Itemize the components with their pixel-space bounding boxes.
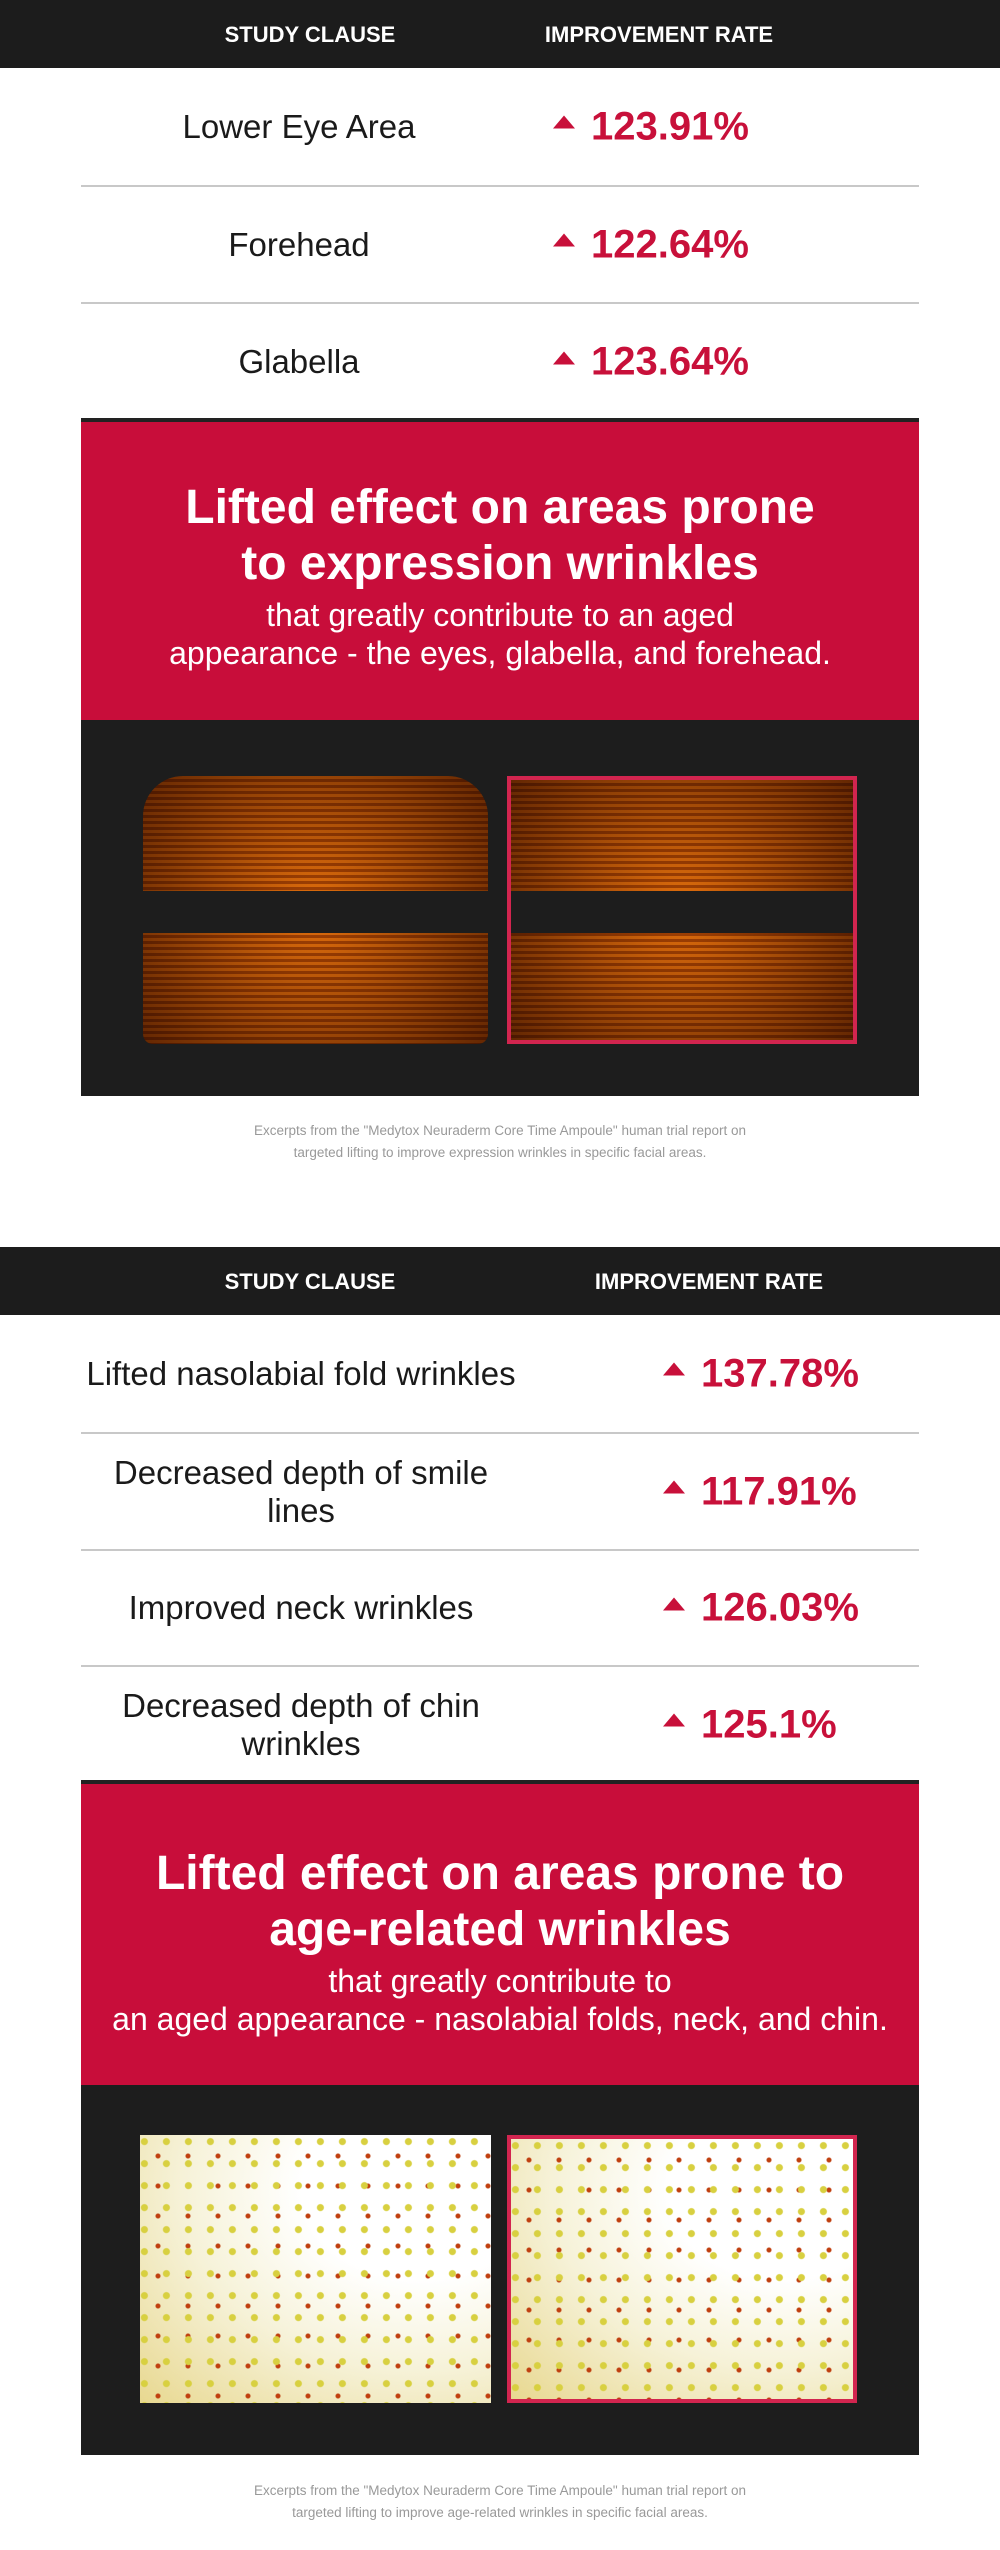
triangle-up-icon <box>553 233 575 247</box>
triangle-up-icon <box>663 1362 685 1376</box>
table-row: Lifted nasolabial fold wrinkles 137.78% <box>81 1315 919 1434</box>
table-row: Forehead 122.64% <box>81 187 919 304</box>
row-value: 122.64% <box>591 222 749 266</box>
triangle-up-icon <box>553 115 575 129</box>
banner-title-line: Lifted effect on areas prone <box>185 481 815 534</box>
table-row: Lower Eye Area 123.91% <box>81 68 919 187</box>
row-label: Forehead <box>228 225 370 263</box>
after-face-scan-image <box>507 776 857 1044</box>
col-header-study-clause: STUDY CLAUSE <box>224 1269 396 1294</box>
before-skin-scan-image <box>140 2135 491 2403</box>
triangle-up-icon <box>663 1597 685 1611</box>
footnote-line: Excerpts from the "Medytox Neuraderm Cor… <box>253 2483 747 2498</box>
triangle-up-icon <box>663 1480 685 1494</box>
highlight-banner: Lifted effect on areas prone to expressi… <box>81 418 919 720</box>
before-face-scan-image <box>143 776 488 1044</box>
table-header: STUDY CLAUSE IMPROVEMENT RATE <box>0 0 1000 68</box>
row-label: Decreased depth of chin wrinkles <box>122 1686 480 1762</box>
row-value: 117.91% <box>701 1469 857 1513</box>
row-label: Glabella <box>238 343 360 380</box>
banner-subtitle-line: that greatly contribute to an aged <box>266 597 734 633</box>
banner-subtitle-line: an aged appearance - nasolabial folds, n… <box>112 2001 888 2037</box>
triangle-up-icon <box>553 351 575 365</box>
row-label: Improved neck wrinkles <box>128 1589 474 1626</box>
row-label: Lifted nasolabial fold wrinkles <box>86 1354 516 1392</box>
row-label: Decreased depth of smile lines <box>113 1453 489 1529</box>
footnote-line: targeted lifting to improve age-related … <box>292 2505 708 2520</box>
row-value: 125.1% <box>701 1702 837 1746</box>
table-header: STUDY CLAUSE IMPROVEMENT RATE <box>0 1247 1000 1315</box>
highlight-banner: Lifted effect on areas prone to age-rela… <box>81 1780 919 2085</box>
banner-title-line: Lifted effect on areas prone to <box>155 1847 845 1900</box>
triangle-up-icon <box>663 1713 685 1727</box>
row-value: 137.78% <box>701 1351 859 1395</box>
table-row: Glabella 123.64% <box>81 304 919 420</box>
footnote: Excerpts from the "Medytox Neuraderm Cor… <box>0 2480 1000 2524</box>
banner-subtitle-line: appearance - the eyes, glabella, and for… <box>169 635 831 671</box>
table-row: Decreased depth of chin wrinkles 125.1% <box>81 1667 919 1782</box>
footnote-line: Excerpts from the "Medytox Neuraderm Cor… <box>253 1123 747 1138</box>
image-panel <box>81 2085 919 2455</box>
col-header-improvement-rate: IMPROVEMENT RATE <box>544 22 774 47</box>
banner-title-line: to expression wrinkles <box>241 537 759 590</box>
table-row: Improved neck wrinkles 126.03% <box>81 1551 919 1667</box>
row-value: 123.91% <box>591 104 749 148</box>
table-row: Decreased depth of smile lines 117.91% <box>81 1434 919 1551</box>
image-panel <box>81 720 919 1096</box>
banner-title-line: age-related wrinkles <box>269 1903 731 1956</box>
row-value: 123.64% <box>591 339 749 384</box>
footnote: Excerpts from the "Medytox Neuraderm Cor… <box>0 1120 1000 1164</box>
banner-subtitle-line: that greatly contribute to <box>328 1963 672 1999</box>
after-skin-scan-image <box>507 2135 857 2403</box>
col-header-study-clause: STUDY CLAUSE <box>224 22 396 47</box>
footnote-line: targeted lifting to improve expression w… <box>293 1145 707 1160</box>
row-label: Lower Eye Area <box>182 107 416 145</box>
row-value: 126.03% <box>701 1585 859 1630</box>
col-header-improvement-rate: IMPROVEMENT RATE <box>594 1269 824 1294</box>
